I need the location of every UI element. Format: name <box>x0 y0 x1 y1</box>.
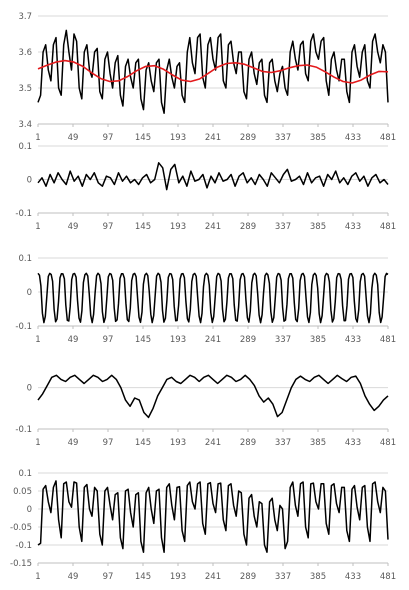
x-tick-label: 145 <box>135 438 151 448</box>
x-tick-label: 1 <box>35 222 40 232</box>
x-tick-label: 145 <box>135 335 151 345</box>
x-tick-label: 49 <box>68 222 79 232</box>
y-tick-label: 0 <box>27 288 32 298</box>
series-line-1 <box>37 480 389 553</box>
x-tick-label: 385 <box>310 438 326 448</box>
x-tick-label: 193 <box>170 335 186 345</box>
x-tick-label: 385 <box>310 572 326 582</box>
x-tick-label: 385 <box>310 335 326 345</box>
x-tick-label: 481 <box>380 438 396 448</box>
y-tick-label: 3.7 <box>18 12 32 22</box>
x-tick-label: 481 <box>380 335 396 345</box>
x-tick-label: 433 <box>345 572 361 582</box>
x-tick-label: 241 <box>205 133 221 143</box>
series-line-1 <box>37 272 389 324</box>
x-tick-label: 145 <box>135 133 151 143</box>
x-tick-label: 97 <box>103 438 114 448</box>
series-line-2 <box>37 59 389 84</box>
y-tick-label: -0.15 <box>10 559 32 569</box>
x-tick-label: 193 <box>170 438 186 448</box>
x-tick-label: 97 <box>103 222 114 232</box>
x-tick-label: 337 <box>275 222 291 232</box>
x-tick-label: 145 <box>135 572 151 582</box>
x-tick-label: 193 <box>170 572 186 582</box>
x-tick-label: 49 <box>68 438 79 448</box>
x-tick-label: 241 <box>205 438 221 448</box>
x-tick-label: 289 <box>240 438 256 448</box>
x-tick-label: 241 <box>205 335 221 345</box>
x-tick-label: 433 <box>345 222 361 232</box>
series-line-1 <box>37 374 389 419</box>
chart-panel-2: -0.1 0 0.1 1 49 97 145 193 241 289 337 385 433 481 <box>15 142 396 232</box>
x-tick-label: 1 <box>35 438 40 448</box>
x-tick-label: 193 <box>170 133 186 143</box>
chart-panel-1: 3.4 3.5 3.6 3.7 1 49 97 145 193 241 289 337 385 433 48… <box>18 12 396 143</box>
x-tick-label: 433 <box>345 133 361 143</box>
x-tick-label: 385 <box>310 133 326 143</box>
x-tick-label: 193 <box>170 222 186 232</box>
y-tick-label: 0.1 <box>18 254 32 264</box>
x-tick-label: 337 <box>275 335 291 345</box>
x-tick-label: 97 <box>103 572 114 582</box>
y-tick-label: 0 <box>27 505 32 515</box>
x-tick-label: 49 <box>68 133 79 143</box>
y-tick-label: -0.1 <box>15 541 32 551</box>
x-tick-label: 481 <box>380 133 396 143</box>
chart-panel-4: -0.1 0 1 49 97 145 193 241 289 337 385 433 481 <box>15 374 396 448</box>
x-tick-label: 289 <box>240 222 256 232</box>
x-tick-label: 337 <box>275 133 291 143</box>
series-line-1 <box>37 162 389 191</box>
y-tick-label: 3.6 <box>18 48 32 58</box>
y-tick-label: -0.1 <box>15 425 32 435</box>
x-tick-label: 433 <box>345 335 361 345</box>
x-tick-label: 49 <box>68 335 79 345</box>
x-tick-label: 1 <box>35 572 40 582</box>
x-tick-label: 49 <box>68 572 79 582</box>
x-tick-label: 289 <box>240 572 256 582</box>
y-tick-label: -0.05 <box>10 523 32 533</box>
y-tick-label: -0.1 <box>15 322 32 332</box>
x-tick-label: 97 <box>103 133 114 143</box>
series-line-1 <box>37 29 389 114</box>
y-tick-label: 0.05 <box>13 487 32 497</box>
x-tick-label: 1 <box>35 133 40 143</box>
x-tick-label: 481 <box>380 222 396 232</box>
y-tick-label: 3.5 <box>18 84 32 94</box>
y-tick-label: 0 <box>27 176 32 186</box>
x-tick-label: 241 <box>205 572 221 582</box>
x-tick-label: 337 <box>275 572 291 582</box>
chart-panel-3: -0.1 0 0.1 1 49 97 145 193 241 289 337 385 433 481 <box>15 254 396 345</box>
y-tick-label: 3.4 <box>18 120 32 130</box>
x-tick-label: 289 <box>240 133 256 143</box>
x-tick-label: 337 <box>275 438 291 448</box>
y-tick-label: 0.1 <box>18 469 32 479</box>
chart-panel-5: -0.15 -0.1 -0.05 0 0.05 0.1 1 49 97 145 193 241 289 3… <box>10 469 396 582</box>
x-tick-label: 289 <box>240 335 256 345</box>
y-tick-label: 0.1 <box>18 142 32 152</box>
y-tick-label: 0 <box>27 384 32 394</box>
x-tick-label: 1 <box>35 335 40 345</box>
x-tick-label: 385 <box>310 222 326 232</box>
x-tick-label: 241 <box>205 222 221 232</box>
x-tick-label: 145 <box>135 222 151 232</box>
x-tick-label: 481 <box>380 572 396 582</box>
x-tick-label: 433 <box>345 438 361 448</box>
x-tick-label: 97 <box>103 335 114 345</box>
y-tick-label: -0.1 <box>15 209 32 219</box>
